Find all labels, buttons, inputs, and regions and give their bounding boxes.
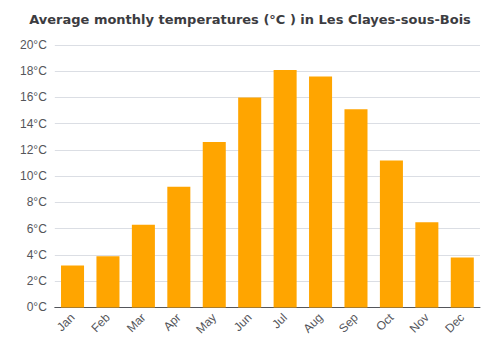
svg-text:Jun: Jun: [231, 311, 255, 335]
svg-text:8°C: 8°C: [27, 195, 47, 209]
svg-text:18°C: 18°C: [20, 64, 47, 78]
svg-text:Sep: Sep: [336, 310, 361, 335]
svg-text:Dec: Dec: [442, 311, 467, 336]
svg-text:Jul: Jul: [269, 311, 290, 332]
svg-text:Aug: Aug: [301, 311, 326, 336]
svg-text:Nov: Nov: [407, 311, 432, 336]
svg-text:Apr: Apr: [161, 311, 184, 334]
svg-text:16°C: 16°C: [20, 90, 47, 104]
svg-text:May: May: [193, 311, 219, 337]
svg-text:4°C: 4°C: [27, 248, 47, 262]
svg-text:Oct: Oct: [373, 310, 397, 334]
svg-text:2°C: 2°C: [27, 274, 47, 288]
svg-text:Average monthly temperatures (: Average monthly temperatures (°C ) in Le…: [29, 12, 471, 27]
svg-text:6°C: 6°C: [27, 222, 47, 236]
svg-text:Jan: Jan: [54, 311, 78, 335]
svg-text:0°C: 0°C: [27, 300, 47, 314]
svg-text:Feb: Feb: [88, 310, 113, 335]
svg-text:10°C: 10°C: [20, 169, 47, 183]
svg-text:12°C: 12°C: [20, 143, 47, 157]
svg-text:14°C: 14°C: [20, 117, 47, 131]
svg-text:20°C: 20°C: [20, 38, 47, 52]
svg-text:Mar: Mar: [124, 311, 149, 335]
